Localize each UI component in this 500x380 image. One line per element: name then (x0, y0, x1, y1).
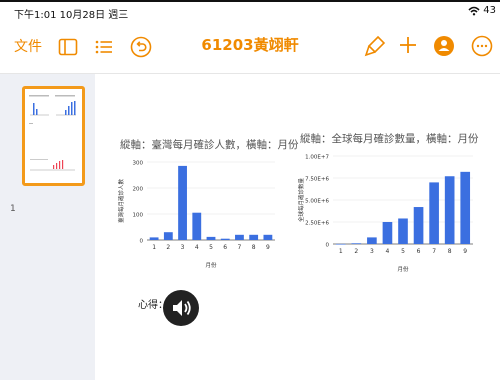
y-tick-label: 0 (326, 243, 330, 249)
wifi-icon (468, 6, 480, 15)
x-tick-label: 6 (223, 244, 227, 251)
x-tick-label: 3 (181, 244, 185, 251)
bar (235, 234, 244, 240)
speaker-icon (173, 300, 191, 316)
x-tick-label: 5 (209, 244, 213, 251)
y-tick-label: 1.00E+7 (305, 155, 329, 161)
y-tick-label: 0 (140, 239, 144, 245)
x-tick-label: 2 (354, 248, 358, 255)
x-tick-label: 7 (432, 248, 436, 255)
chart-global[interactable]: 0 2.50E+6 5.00E+6 7.50E+6 1.00E+7 1 2 3 4 5 6 7 8 9 月份… (293, 146, 498, 276)
bar (351, 243, 362, 244)
bar (429, 182, 439, 244)
y-axis-label: 全球每月確診數量 (297, 178, 305, 223)
status-right: 43 (468, 5, 496, 16)
x-tick-label: 8 (252, 244, 256, 251)
status-time: 下午1:01 10月28日 週三 (14, 10, 129, 21)
toolbar: 文件 61203黃翊軒 (0, 22, 500, 74)
insert-button[interactable] (396, 32, 420, 58)
bar (367, 237, 377, 244)
bar (335, 243, 346, 245)
bar (163, 232, 173, 240)
bar (460, 171, 471, 244)
more-button[interactable] (470, 34, 494, 58)
slide-thumbnail[interactable] (22, 86, 85, 186)
collaborate-icon (434, 36, 454, 56)
list-view-button[interactable] (93, 36, 115, 58)
x-tick-label: 4 (195, 244, 199, 251)
collaborate-button[interactable] (432, 34, 456, 58)
file-button[interactable]: 文件 (14, 39, 42, 55)
slide-canvas[interactable]: 縱軸：臺灣每月確診人數，橫軸：月份 0 100 200 300 1 2 3 4 5 6 7 8 9 月份 臺… (95, 74, 500, 380)
bar (263, 234, 273, 240)
x-tick-label: 6 (417, 248, 421, 255)
plus-icon (400, 37, 416, 53)
more-icon (471, 35, 493, 57)
bar (178, 165, 187, 240)
x-tick-label: 9 (266, 244, 270, 251)
battery-level: 43 (483, 5, 496, 16)
format-button[interactable] (363, 34, 387, 58)
x-tick-label: 1 (339, 248, 343, 255)
y-tick-label: 200 (133, 187, 144, 193)
x-tick-label: 9 (463, 248, 467, 255)
x-tick-label: 3 (370, 248, 374, 255)
bar (413, 207, 424, 244)
document-title: 61203黃翊軒 (201, 36, 299, 54)
audio-button[interactable] (163, 290, 199, 326)
note-label: 心得： (138, 300, 168, 311)
thumbnail-preview (29, 95, 76, 171)
bar (249, 234, 259, 240)
chart2-title: 縱軸：全球每月確診數量，橫軸：月份 (300, 133, 479, 145)
bar (382, 222, 393, 244)
y-axis-label: 臺灣每月確診人數 (117, 179, 125, 224)
x-tick-label: 2 (166, 244, 170, 251)
x-tick-label: 5 (401, 248, 405, 255)
status-bar: 下午1:01 10月28日 週三 43 (0, 0, 500, 22)
y-tick-label: 100 (133, 213, 144, 219)
bar (206, 236, 216, 240)
x-tick-label: 1 (152, 244, 156, 251)
x-tick-label: 7 (238, 244, 242, 251)
chart1-title: 縱軸：臺灣每月確診人數，橫軸：月份 (120, 139, 299, 151)
bar (192, 212, 202, 240)
chart-taiwan[interactable]: 0 100 200 300 1 2 3 4 5 6 7 8 9 月份 臺灣每月確診人數 (113, 152, 283, 272)
slide-navigator: 1 (0, 74, 95, 380)
bar (444, 176, 455, 244)
list-icon (95, 40, 112, 54)
bar (398, 218, 408, 244)
y-tick-label: 2.50E+6 (305, 221, 329, 227)
bar (149, 237, 159, 240)
y-tick-label: 300 (133, 161, 144, 167)
x-axis-label: 月份 (205, 261, 217, 269)
bar (220, 238, 230, 240)
undo-button[interactable] (129, 35, 153, 59)
slide-number: 1 (10, 204, 16, 214)
sidebar-toggle-button[interactable] (57, 36, 79, 58)
y-tick-label: 5.00E+6 (305, 199, 329, 205)
paintbrush-icon (364, 35, 386, 57)
undo-icon (130, 36, 152, 58)
x-tick-label: 8 (448, 248, 452, 255)
y-tick-label: 7.50E+6 (305, 177, 329, 183)
x-axis-label: 月份 (397, 265, 409, 273)
sidebar-icon (58, 38, 78, 56)
x-tick-label: 4 (386, 248, 390, 255)
